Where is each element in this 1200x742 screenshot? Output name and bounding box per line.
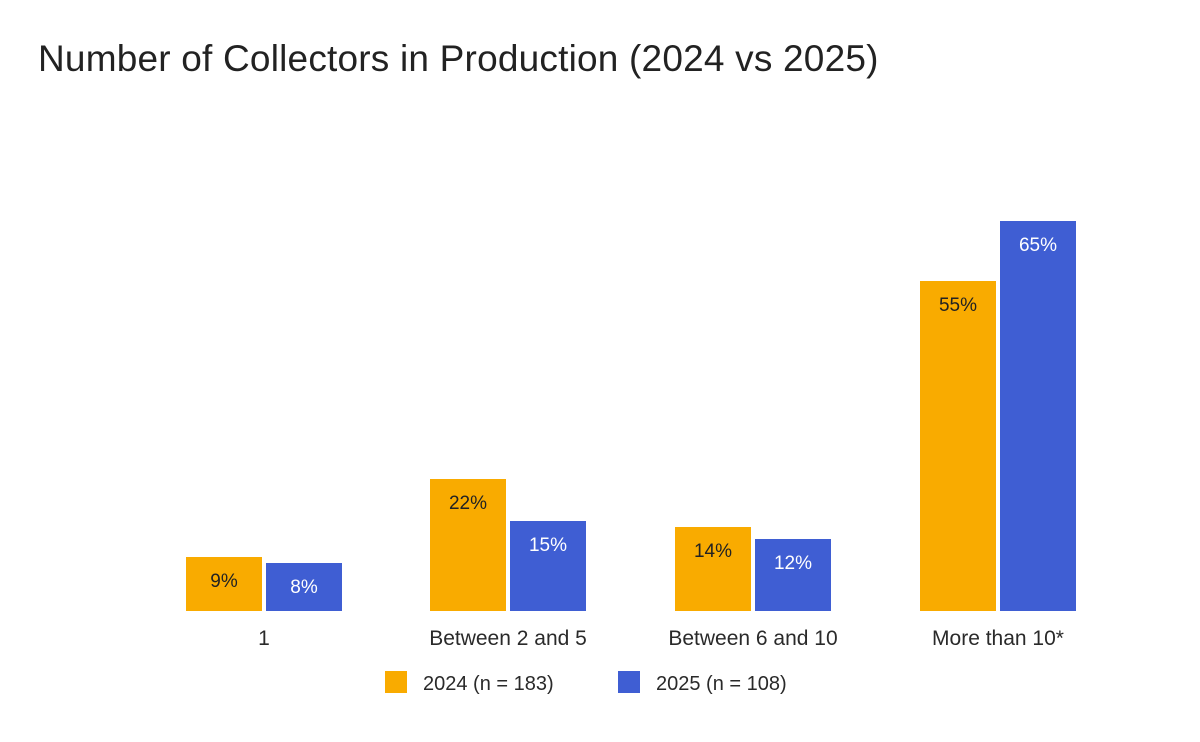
bar-2024-1 bbox=[430, 479, 506, 611]
bar-2025-0 bbox=[266, 563, 342, 611]
category-label: More than 10* bbox=[932, 627, 1064, 650]
chart-title: Number of Collectors in Production (2024… bbox=[38, 38, 879, 79]
category-label: Between 2 and 5 bbox=[429, 627, 587, 650]
category-labels-group: 1 Between 2 and 5 Between 6 and 10 More tha… bbox=[258, 627, 1064, 650]
bar-2025-1 bbox=[510, 521, 586, 611]
bar-2024-2 bbox=[675, 527, 751, 611]
bar-value-label: 65% bbox=[1019, 235, 1057, 256]
category-label: 1 bbox=[258, 627, 270, 650]
bar-value-label: 8% bbox=[290, 577, 318, 598]
bar-value-label: 15% bbox=[529, 535, 567, 556]
legend-swatch-2025 bbox=[618, 671, 640, 693]
bar-value-label: 12% bbox=[774, 553, 812, 574]
category-label: Between 6 and 10 bbox=[668, 627, 837, 650]
legend: 2024 (n = 183) 2025 (n = 108) bbox=[385, 671, 787, 695]
bar-value-label: 55% bbox=[939, 295, 977, 316]
bars-group bbox=[186, 221, 1076, 611]
bar-2025-2 bbox=[755, 539, 831, 611]
bar-value-label: 9% bbox=[210, 571, 238, 592]
bar-value-label: 22% bbox=[449, 493, 487, 514]
legend-swatch-2024 bbox=[385, 671, 407, 693]
bar-2025-3 bbox=[1000, 221, 1076, 611]
bar-labels-group: 9% 8% 22% 15% 14% 12% 55% 65% bbox=[210, 235, 1057, 598]
legend-label-2025: 2025 (n = 108) bbox=[656, 673, 787, 695]
bar-2024-0 bbox=[186, 557, 262, 611]
bar-value-label: 14% bbox=[694, 541, 732, 562]
legend-label-2024: 2024 (n = 183) bbox=[423, 673, 554, 695]
bar-2024-3 bbox=[920, 281, 996, 611]
